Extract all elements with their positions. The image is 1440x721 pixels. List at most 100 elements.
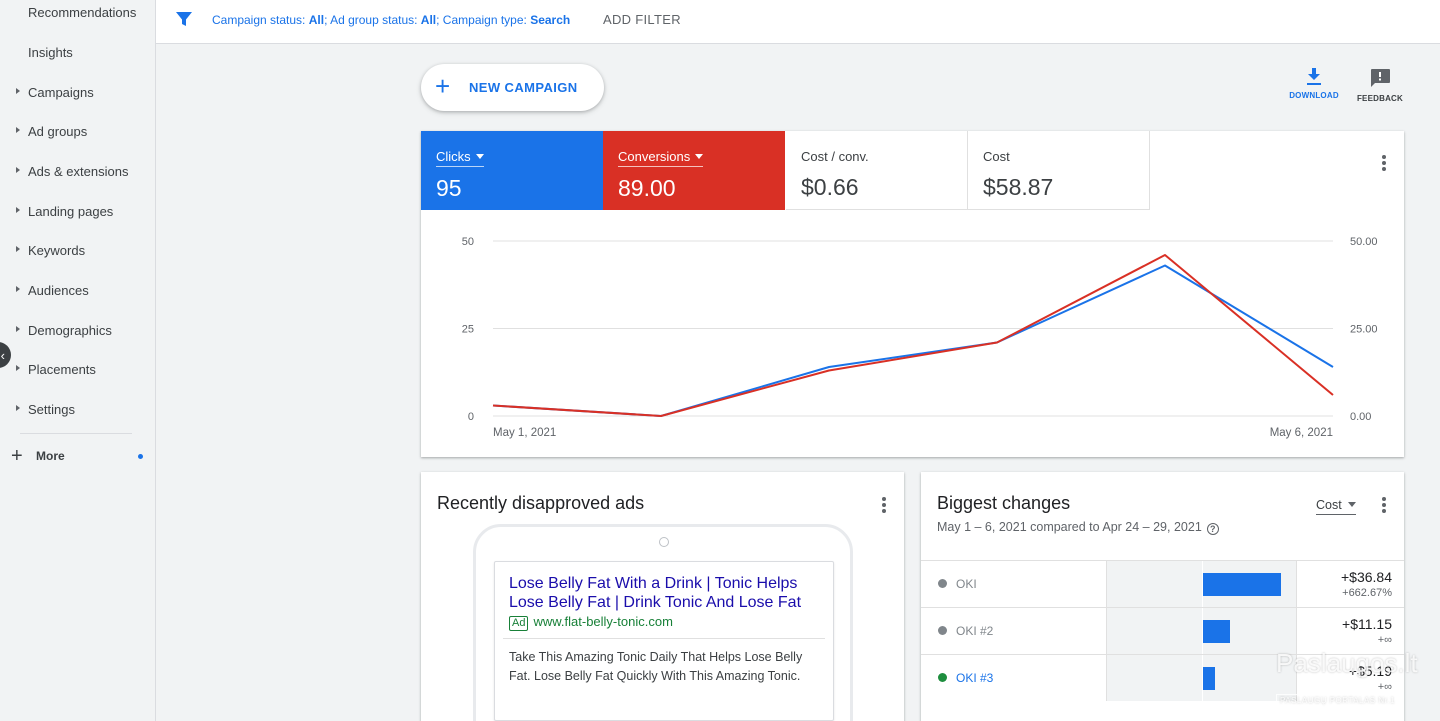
sidebar-item-label: Ads & extensions: [28, 163, 129, 179]
change-bar: [1203, 573, 1281, 596]
metric-conversions[interactable]: Conversions 89.00: [603, 131, 785, 210]
feedback-button[interactable]: FEEDBACK: [1350, 68, 1410, 103]
chevron-left-icon[interactable]: ‹: [0, 342, 11, 368]
expand-arrow-icon: [16, 405, 20, 411]
sidebar: Recommendations Insights Campaigns Ad gr…: [0, 0, 156, 721]
change-row[interactable]: OKI #2 +$11.15 +∞: [921, 607, 1404, 654]
metric-select-value: Cost: [1316, 498, 1342, 512]
filter-icon[interactable]: [176, 11, 192, 27]
performance-chart-card: Clicks 95 Conversions 89.00 Cost / conv.…: [421, 131, 1404, 457]
dropdown-caret-icon: [1347, 502, 1356, 507]
ad-badge: Ad: [509, 616, 529, 631]
dropdown-caret-icon: [695, 154, 704, 159]
y-axis-left-tick: 0: [468, 411, 474, 423]
metric-cost[interactable]: Cost $58.87: [968, 131, 1150, 210]
metric-clicks[interactable]: Clicks 95: [421, 131, 603, 210]
change-bar-cell: [1106, 561, 1297, 607]
chart-more-options-icon[interactable]: [1382, 155, 1386, 173]
sidebar-item-recommendations[interactable]: Recommendations: [0, 0, 155, 27]
sidebar-item-insights[interactable]: Insights: [0, 37, 155, 67]
change-row[interactable]: OKI +$36.84 +662.67%: [921, 560, 1404, 607]
dropdown-caret-icon: [475, 154, 484, 159]
comparison-period-text: May 1 – 6, 2021 compared to Apr 24 – 29,…: [937, 520, 1202, 534]
status-dot: [938, 673, 947, 682]
metric-label: Clicks: [436, 149, 471, 164]
metric-label: Cost: [983, 149, 1010, 164]
change-row[interactable]: OKI #3 +$5.19 +∞: [921, 654, 1404, 701]
sidebar-item-ads-extensions[interactable]: Ads & extensions: [0, 156, 155, 186]
ad-divider: [503, 638, 825, 639]
metric-select[interactable]: Cost: [1316, 498, 1356, 515]
sidebar-item-settings[interactable]: Settings: [0, 394, 155, 424]
campaign-name[interactable]: OKI #3: [956, 671, 994, 685]
feedback-label: FEEDBACK: [1356, 94, 1404, 103]
y-axis-right-tick: 0.00: [1350, 411, 1371, 423]
notification-dot: [138, 454, 143, 459]
metric-value: 89.00: [618, 175, 676, 201]
metric-cost-per-conv[interactable]: Cost / conv. $0.66: [786, 131, 968, 210]
metric-value: $58.87: [983, 174, 1054, 200]
series-line-conversions: [492, 254, 1334, 417]
expand-arrow-icon: [16, 127, 20, 133]
expand-arrow-icon: [16, 167, 20, 173]
disapproved-ads-card: Recently disapproved ads Lose Belly Fat …: [421, 472, 904, 721]
card-title: Recently disapproved ads: [437, 493, 645, 513]
change-bar: [1203, 620, 1231, 643]
sidebar-item-demographics[interactable]: Demographics: [0, 315, 155, 345]
metric-clicks-selector[interactable]: Clicks: [436, 149, 484, 167]
sidebar-item-keywords[interactable]: Keywords: [0, 235, 155, 265]
x-axis-tick: May 6, 2021: [1270, 427, 1333, 439]
sidebar-item-campaigns[interactable]: Campaigns: [0, 77, 155, 107]
metric-label: Conversions: [618, 149, 691, 164]
sidebar-item-label: Audiences: [28, 282, 89, 298]
expand-arrow-icon: [16, 365, 20, 371]
y-axis-right-tick: 25.00: [1350, 324, 1378, 336]
sidebar-item-label: Settings: [28, 401, 75, 417]
metric-value: 95: [436, 175, 462, 201]
sidebar-item-label: Campaigns: [28, 84, 94, 100]
status-dot: [938, 626, 947, 635]
sidebar-item-placements[interactable]: Placements: [0, 354, 155, 384]
download-label: DOWNLOAD: [1289, 91, 1339, 100]
sidebar-divider: [20, 433, 132, 434]
y-axis-right-tick: 50.00: [1350, 236, 1378, 248]
add-filter-button[interactable]: ADD FILTER: [603, 12, 681, 27]
active-filters[interactable]: Campaign status: All; Ad group status: A…: [212, 13, 570, 27]
filter-campaign-type-value: Search: [530, 13, 571, 27]
ads-more-options-icon[interactable]: [882, 497, 886, 515]
comparison-period: May 1 – 6, 2021 compared to Apr 24 – 29,…: [937, 520, 1219, 535]
expand-arrow-icon: [16, 246, 20, 252]
download-button[interactable]: DOWNLOAD: [1284, 68, 1344, 100]
campaign-name[interactable]: OKI: [956, 577, 977, 591]
x-axis-tick: May 1, 2021: [493, 427, 556, 439]
campaign-name[interactable]: OKI #2: [956, 624, 994, 638]
sidebar-item-audiences[interactable]: Audiences: [0, 275, 155, 305]
ad-headline[interactable]: Lose Belly Fat With a Drink | Tonic Help…: [509, 574, 819, 612]
ad-url-text: www.flat-belly-tonic.com: [533, 614, 673, 629]
filter-ad-group-status-label: ; Ad group status:: [324, 13, 421, 27]
ad-headline-1: Lose Belly Fat With a Drink | Tonic Help…: [509, 575, 798, 592]
download-icon: [1307, 68, 1321, 85]
plus-icon: +: [11, 445, 23, 467]
metric-conversions-selector[interactable]: Conversions: [618, 149, 704, 167]
changes-more-options-icon[interactable]: [1382, 497, 1386, 515]
change-percent: +∞: [1377, 681, 1392, 693]
sidebar-item-ad-groups[interactable]: Ad groups: [0, 116, 155, 146]
change-bar: [1203, 667, 1216, 690]
new-campaign-button[interactable]: + NEW CAMPAIGN: [421, 64, 604, 111]
watermark: Paslaugos.lt PASLAUGŲ PORTALAS Nr.1: [1276, 648, 1418, 710]
expand-arrow-icon: [16, 207, 20, 213]
change-bar-cell: [1106, 608, 1297, 654]
change-percent: +∞: [1377, 634, 1392, 646]
sidebar-item-label: Placements: [28, 361, 96, 377]
filter-bar: Campaign status: All; Ad group status: A…: [156, 0, 1440, 44]
ad-preview[interactable]: Lose Belly Fat With a Drink | Tonic Help…: [494, 561, 834, 721]
sidebar-item-label: Demographics: [28, 322, 112, 338]
help-icon[interactable]: ?: [1206, 523, 1219, 535]
sidebar-item-landing-pages[interactable]: Landing pages: [0, 196, 155, 226]
change-value: +$11.15: [1342, 616, 1392, 632]
watermark-sub: PASLAUGŲ PORTALAS Nr.1: [1276, 694, 1400, 707]
sidebar-more-button[interactable]: + More: [0, 444, 155, 468]
sidebar-more-label: More: [36, 449, 65, 463]
plus-icon: +: [435, 71, 451, 101]
